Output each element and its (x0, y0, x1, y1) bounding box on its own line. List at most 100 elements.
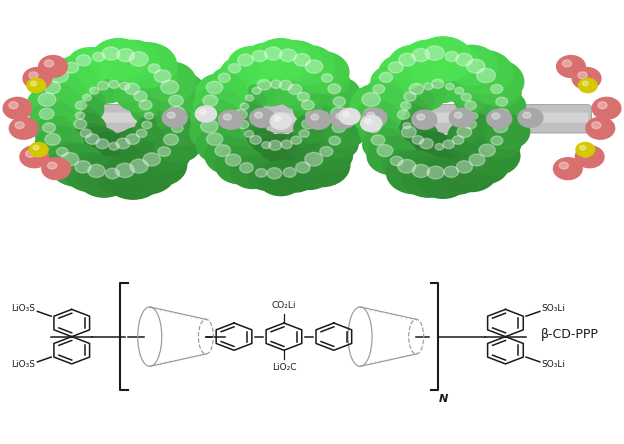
Text: LiO₃S: LiO₃S (12, 360, 36, 369)
Circle shape (109, 80, 119, 88)
Circle shape (113, 77, 145, 102)
Circle shape (270, 113, 291, 129)
Circle shape (280, 78, 322, 110)
Text: LiO₂C: LiO₂C (271, 364, 296, 373)
Circle shape (255, 169, 267, 177)
Circle shape (420, 139, 433, 149)
Circle shape (332, 123, 346, 133)
Circle shape (42, 158, 71, 179)
Circle shape (487, 109, 512, 128)
Text: LiO₃S: LiO₃S (12, 304, 36, 313)
Circle shape (248, 73, 292, 106)
Circle shape (30, 101, 76, 136)
Circle shape (306, 111, 316, 119)
Circle shape (401, 40, 456, 82)
Circle shape (293, 125, 324, 149)
Circle shape (243, 130, 279, 158)
Circle shape (412, 48, 429, 62)
Circle shape (271, 74, 311, 105)
Circle shape (399, 53, 416, 66)
Circle shape (115, 76, 162, 111)
Circle shape (492, 113, 500, 119)
Circle shape (107, 131, 151, 165)
Circle shape (329, 136, 341, 145)
Circle shape (157, 98, 211, 139)
Circle shape (117, 127, 160, 160)
Circle shape (31, 81, 37, 86)
Circle shape (75, 161, 91, 173)
Circle shape (321, 74, 333, 82)
Circle shape (255, 112, 263, 118)
Circle shape (47, 162, 57, 169)
Circle shape (135, 116, 167, 140)
Circle shape (253, 39, 308, 80)
Circle shape (454, 112, 462, 118)
Circle shape (228, 63, 241, 73)
Circle shape (367, 123, 380, 133)
Circle shape (205, 137, 254, 174)
Circle shape (231, 156, 274, 188)
Circle shape (245, 131, 253, 137)
Circle shape (294, 113, 333, 143)
Circle shape (44, 60, 54, 67)
Circle shape (56, 56, 100, 89)
Circle shape (491, 136, 503, 145)
Circle shape (84, 83, 113, 105)
Circle shape (417, 158, 469, 198)
Circle shape (456, 161, 472, 173)
Circle shape (326, 91, 364, 120)
Circle shape (427, 166, 444, 179)
Circle shape (388, 62, 403, 73)
Text: CO₂Li: CO₂Li (271, 301, 296, 310)
Circle shape (397, 159, 416, 173)
Circle shape (91, 39, 146, 80)
Circle shape (34, 74, 85, 112)
Circle shape (311, 114, 319, 120)
Circle shape (559, 162, 568, 169)
Circle shape (293, 144, 350, 186)
Circle shape (39, 56, 67, 77)
Circle shape (223, 114, 232, 120)
Circle shape (331, 107, 348, 119)
Circle shape (243, 43, 290, 79)
Circle shape (371, 135, 385, 145)
Circle shape (592, 97, 621, 119)
Circle shape (582, 81, 588, 86)
Circle shape (234, 109, 247, 119)
Circle shape (319, 147, 333, 156)
Circle shape (484, 115, 530, 149)
Circle shape (411, 132, 454, 164)
Circle shape (207, 81, 223, 94)
Circle shape (394, 97, 427, 122)
Circle shape (221, 58, 259, 87)
Circle shape (90, 76, 125, 103)
Circle shape (402, 123, 411, 129)
Circle shape (557, 56, 585, 77)
Circle shape (364, 108, 378, 119)
Circle shape (80, 129, 92, 138)
Circle shape (424, 83, 433, 90)
Circle shape (77, 156, 131, 197)
Circle shape (452, 135, 464, 144)
Circle shape (154, 70, 171, 83)
Circle shape (160, 80, 178, 94)
Circle shape (523, 112, 531, 118)
Circle shape (283, 167, 296, 177)
Circle shape (97, 162, 140, 195)
Circle shape (306, 110, 331, 129)
Circle shape (218, 110, 243, 129)
Circle shape (76, 101, 87, 110)
Circle shape (469, 154, 485, 166)
Circle shape (365, 79, 402, 107)
Circle shape (456, 53, 472, 66)
Circle shape (168, 95, 183, 106)
Circle shape (290, 86, 328, 115)
Circle shape (396, 86, 434, 115)
Circle shape (362, 108, 387, 127)
Circle shape (305, 152, 323, 166)
Circle shape (518, 108, 543, 127)
Circle shape (426, 46, 444, 60)
Circle shape (578, 79, 597, 93)
Circle shape (252, 87, 261, 94)
Circle shape (443, 140, 454, 149)
